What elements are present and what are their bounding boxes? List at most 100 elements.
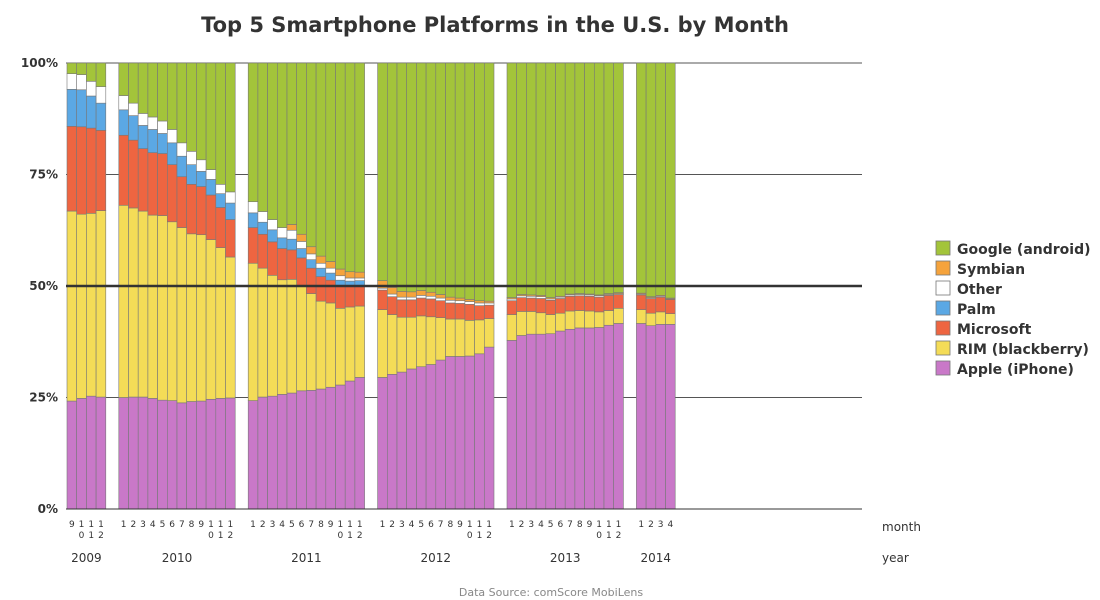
bar-segment-other [118, 95, 129, 111]
bar-segment-apple [545, 333, 556, 510]
bar-segment-other [445, 299, 456, 304]
bar-segment-other [267, 219, 278, 231]
bar-segment-rim [584, 310, 595, 329]
bar-segment-other [257, 211, 268, 223]
bar-segment-palm [315, 267, 327, 277]
bar-segment-android [296, 62, 307, 235]
bar-segment-apple [516, 335, 527, 510]
bar-segment-ms [454, 303, 466, 320]
bar-segment-other [296, 241, 307, 249]
bar-segment-rim [425, 316, 437, 365]
bar-segment-android [186, 62, 197, 152]
month-tick-label: 1 [218, 520, 224, 530]
bar-segment-rim [335, 307, 346, 386]
bar-segment-apple [118, 397, 129, 510]
bar-segment-apple [584, 327, 595, 510]
bar-segment-other [483, 302, 495, 306]
bar-segment-android [247, 62, 259, 203]
month-tick-label: 3 [528, 520, 534, 530]
bar-segment-palm [276, 237, 288, 249]
month-tick-label: 6 [169, 520, 175, 530]
month-tick-label: 5 [418, 520, 424, 530]
bar-segment-android [406, 62, 417, 293]
bar-segment-apple [464, 355, 475, 510]
bar-segment-other [205, 169, 217, 180]
bar-segment-rim [76, 213, 87, 399]
bar-segment-other [157, 120, 168, 134]
bar-segment-ms [516, 297, 527, 312]
month-tick-label: 2 [227, 531, 233, 541]
bar-segment-android [464, 62, 475, 300]
legend-label: Symbian [957, 262, 1025, 278]
legend-swatch [935, 320, 951, 336]
bar-segment-apple [655, 324, 666, 510]
bar-segment-rim [205, 239, 217, 400]
legend-label: RIM (blackberry) [957, 342, 1089, 358]
month-tick-label: 9 [69, 520, 75, 530]
bar-segment-rim [325, 302, 336, 388]
y-tick-label: 100% [21, 56, 58, 70]
bar-segment-android [645, 62, 657, 297]
bar-segment-apple [613, 323, 624, 510]
month-tick-label: 1 [121, 520, 127, 530]
year-label: 2012 [421, 551, 452, 565]
year-label: 2009 [71, 551, 102, 565]
month-tick-label: 3 [658, 520, 664, 530]
bar-segment-apple [267, 395, 278, 510]
month-tick-label: 1 [477, 520, 483, 530]
month-tick-label: 0 [596, 531, 602, 541]
bar-segment-ms [306, 267, 317, 294]
legend-label: Microsoft [957, 322, 1032, 338]
bar-segment-palm [137, 125, 149, 149]
bar-segment-android [95, 62, 107, 87]
bar-segment-palm [157, 133, 168, 154]
month-tick-label: 0 [79, 531, 85, 541]
bar-segment-other [454, 300, 466, 304]
bar-segment-symbian [386, 287, 398, 295]
bar-segment-rim [167, 221, 178, 401]
bar-segment-ms [593, 296, 605, 313]
bar-segment-android [344, 62, 356, 273]
month-tick-label: 4 [538, 520, 544, 530]
bar-segment-apple [196, 400, 207, 510]
bar-segment-other [86, 80, 97, 97]
bar-segment-other [225, 191, 236, 204]
bar-segment-android [526, 62, 537, 296]
month-tick-label: 1 [337, 520, 343, 530]
month-tick-label: 1 [616, 520, 622, 530]
year-label: 2011 [291, 551, 322, 565]
bar-segment-ms [247, 227, 259, 264]
bar-segment-rim [247, 262, 259, 401]
bar-segment-symbian [406, 291, 417, 298]
bar-segment-other [464, 301, 475, 305]
bar-segment-rim [464, 320, 475, 357]
bar-segment-apple [377, 377, 388, 510]
bar-segment-symbian [325, 261, 336, 269]
bar-segment-android [225, 62, 236, 193]
month-tick-label: 2 [616, 531, 622, 541]
bar-segment-apple [593, 327, 605, 510]
bar-segment-android [147, 62, 158, 118]
bar-segment-symbian [344, 271, 356, 279]
bar-segment-android [267, 62, 278, 220]
bar-segment-palm [296, 248, 307, 259]
bar-segment-rim [86, 213, 97, 397]
bar-segment-ms [186, 184, 197, 235]
bar-segment-rim [574, 310, 585, 329]
bar-segment-ms [564, 295, 576, 312]
bar-segment-other [215, 184, 226, 194]
legend-swatch [935, 240, 951, 256]
bar-segment-rim [95, 210, 107, 398]
bar-segment-apple [506, 340, 517, 510]
bar-segment-symbian [425, 291, 437, 297]
bar-segment-android [137, 62, 149, 114]
month-tick-label: 1 [467, 520, 473, 530]
bar-segment-palm [86, 95, 97, 129]
month-tick-label: 5 [289, 520, 295, 530]
bar-segment-rim [516, 311, 527, 336]
bar-segment-palm [76, 89, 87, 128]
bar-segment-palm [167, 142, 178, 165]
bar-segment-palm [286, 238, 297, 251]
bar-segment-apple [425, 364, 437, 510]
